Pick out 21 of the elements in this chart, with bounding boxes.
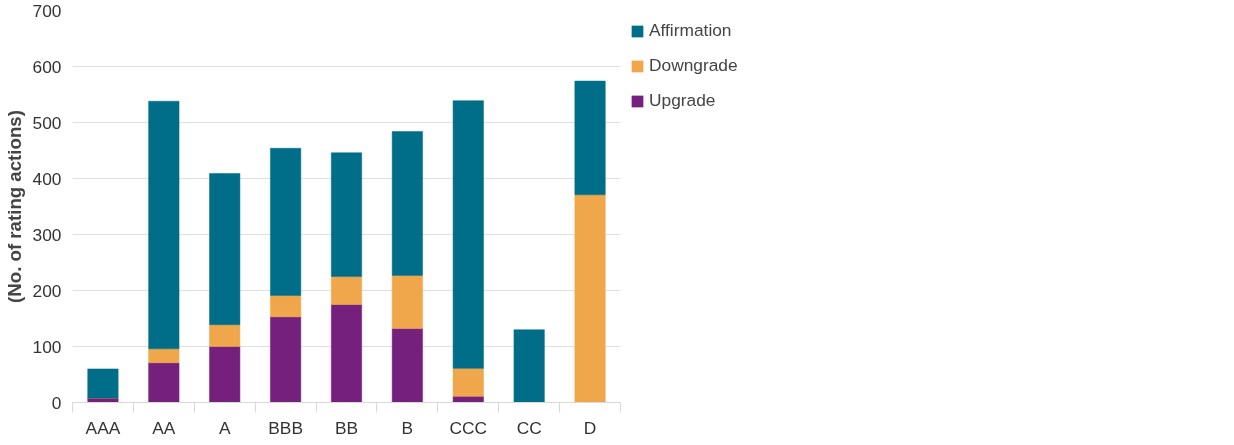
x-tick-label: D: [583, 417, 597, 438]
legend-label: Downgrade: [649, 55, 738, 76]
legend-label: Affirmation: [649, 20, 732, 41]
x-tick-label: AA: [152, 417, 176, 438]
y-axis-title: (No. of rating actions): [3, 110, 25, 303]
x-tick-label: CCC: [449, 417, 488, 438]
y-tick-label: 0: [51, 392, 62, 413]
x-tick-label: BB: [334, 417, 359, 438]
y-tick-label: 200: [32, 280, 62, 301]
y-tick-label: 400: [32, 168, 62, 189]
x-tick-label: BBB: [268, 417, 303, 438]
y-tick-label: 600: [32, 56, 62, 77]
y-tick-label: 100: [32, 336, 62, 357]
x-tick-label: B: [401, 417, 414, 438]
x-tick-label: CC: [516, 417, 542, 438]
x-tick-label: AAA: [85, 417, 121, 438]
legend-label: Upgrade: [649, 90, 716, 111]
y-tick-label: 700: [32, 0, 62, 21]
x-tick-label: A: [218, 417, 231, 438]
y-tick-label: 500: [32, 112, 62, 133]
y-tick-label: 300: [32, 224, 62, 245]
